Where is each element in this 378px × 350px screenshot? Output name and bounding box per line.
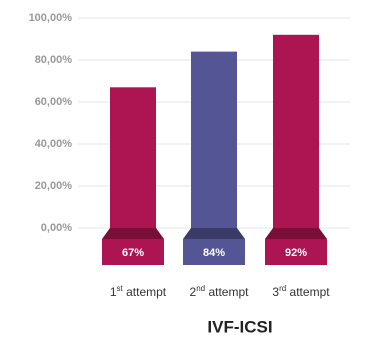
value-label: 84% [203,247,225,259]
y-tick-label: 80,00% [35,54,73,66]
label-box [183,239,245,265]
x-tick-label: 3rd attempt [272,284,330,299]
y-tick-label: 60,00% [35,96,73,108]
label-bevel [102,228,164,239]
label-bevel [265,228,327,239]
y-tick-label: 40,00% [35,138,73,150]
bar [110,87,156,228]
x-tick-label: 2nd attempt [190,284,250,299]
value-label: 92% [285,247,307,259]
label-box [265,239,327,265]
value-label: 67% [122,247,144,259]
bar [191,51,237,228]
x-tick-label: 1st attempt [110,284,167,299]
label-box [102,239,164,265]
y-tick-label: 100,00% [29,12,73,24]
chart-title: IVF-ICSI [207,317,272,336]
y-tick-label: 0,00% [41,222,72,234]
label-bevel [183,228,245,239]
y-tick-label: 20,00% [35,180,73,192]
bar [273,34,319,228]
